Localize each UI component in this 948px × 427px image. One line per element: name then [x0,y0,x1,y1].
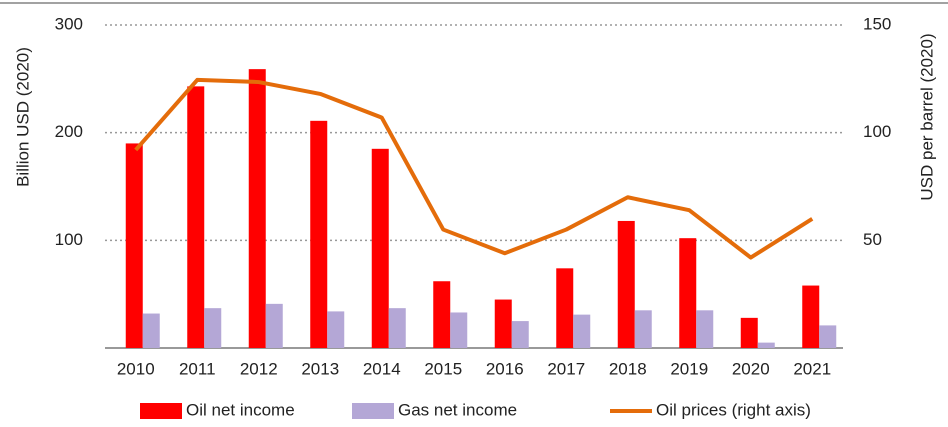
bar [634,310,652,348]
y2-tick-label: 50 [863,230,882,249]
bar [310,120,328,348]
x-tick-label: 2017 [547,359,585,378]
bar [573,314,591,348]
x-tick-label: 2018 [609,359,647,378]
legend-swatch [352,403,394,419]
bar [265,303,283,348]
x-tick-label: 2021 [793,359,831,378]
bar [679,238,697,348]
x-tick-label: 2016 [486,359,524,378]
bar [248,69,266,348]
y-tick-label: 200 [55,122,83,141]
x-tick-label: 2013 [301,359,339,378]
x-tick-label: 2012 [240,359,278,378]
bar [450,312,468,348]
y-axis-label: Billion USD (2020) [13,47,32,187]
bar [327,311,345,348]
bar [696,310,714,348]
x-tick-label: 2011 [179,359,216,378]
bar [125,143,143,348]
y2-axis-label: USD per barrel (2020) [917,33,936,200]
bar [494,299,512,348]
legend-label: Gas net income [398,400,517,419]
x-tick-label: 2015 [424,359,462,378]
bar [187,86,205,349]
line [134,77,814,260]
bar [433,281,451,348]
x-tick-label: 2020 [732,359,770,378]
legend-label: Oil prices (right axis) [656,400,811,419]
bar [388,308,406,348]
bar [142,313,160,348]
y-tick-label: 100 [55,230,83,249]
bar [556,268,574,348]
y-tick-label: 300 [55,14,83,33]
bar [740,317,758,348]
bar [204,308,222,348]
legend-swatch [140,403,182,419]
y2-tick-label: 100 [863,122,891,141]
y2-tick-label: 150 [863,14,891,33]
bar [371,148,389,348]
x-tick-label: 2019 [670,359,708,378]
x-tick-label: 2010 [117,359,155,378]
legend-label: Oil net income [186,400,295,419]
bar [802,285,820,348]
x-tick-label: 2014 [363,359,401,378]
bar [819,325,837,348]
bar [511,321,529,348]
bar [617,220,635,348]
bar [757,342,775,348]
